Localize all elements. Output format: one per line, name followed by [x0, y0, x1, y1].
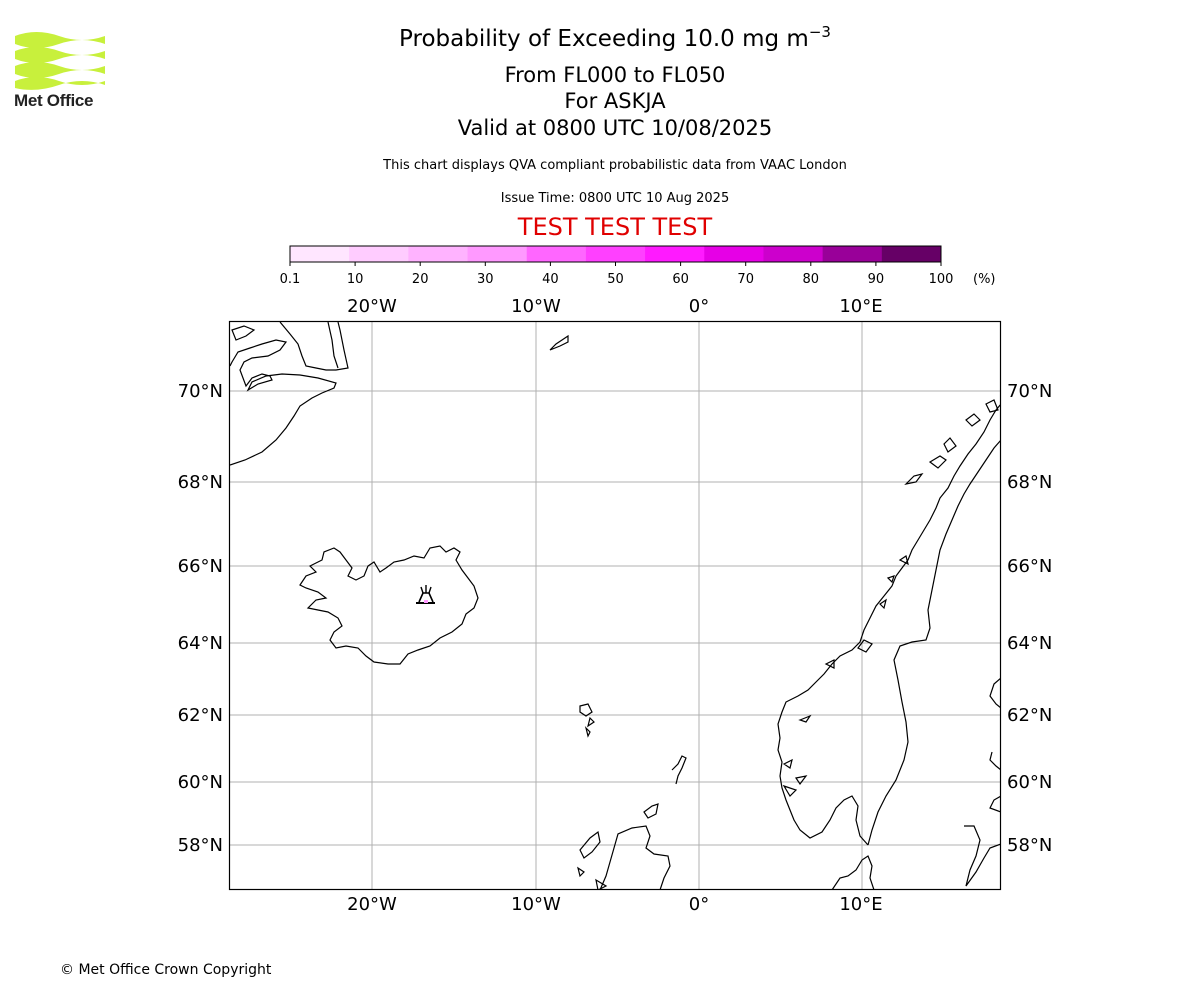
lat-label: 68°N — [1007, 472, 1052, 493]
orkney-coast — [643, 803, 659, 819]
colorbar-tick-label: 60 — [672, 272, 689, 287]
lat-label: 70°N — [1007, 381, 1052, 402]
colorbar-tick-label: 30 — [477, 272, 494, 287]
lon-label: 0° — [689, 296, 709, 317]
lat-label: 64°N — [178, 633, 223, 654]
colorbar-segment — [408, 246, 469, 262]
lon-label: 20°W — [347, 894, 397, 915]
greenland-coast — [230, 339, 337, 466]
issue-time: Issue Time: 0800 UTC 10 Aug 2025 — [500, 191, 730, 206]
lat-label: 58°N — [178, 835, 223, 856]
lat-label: 62°N — [178, 705, 223, 726]
lon-label: 20°W — [347, 296, 397, 317]
valid-time: Valid at 0800 UTC 10/08/2025 — [457, 116, 773, 140]
lon-label: 10°E — [839, 894, 882, 915]
colorbar-segment — [585, 246, 646, 262]
lat-label: 64°N — [1007, 633, 1052, 654]
faroe-coast — [579, 703, 595, 738]
colorbar-tick-label: 10 — [347, 272, 364, 287]
scotland-coast — [599, 825, 671, 890]
shetland-coast — [671, 755, 687, 785]
lat-label: 68°N — [178, 472, 223, 493]
colorbar-segment — [349, 246, 409, 262]
logo-text: Met Office — [14, 91, 94, 110]
colorbar-segment — [645, 246, 705, 262]
chart-description: This chart displays QVA compliant probab… — [383, 158, 847, 173]
lat-labels-left: 70°N 68°N 66°N 64°N 62°N 60°N 58°N — [178, 381, 223, 856]
lon-labels-bottom: 20°W 10°W 0° 10°E — [347, 894, 882, 915]
volcano-icon — [416, 585, 435, 604]
colorbar-tick-label: 90 — [868, 272, 885, 287]
colorbar: 0.1 10 20 30 40 50 60 70 80 90 100 (%) — [280, 245, 996, 287]
met-office-logo-icon — [15, 32, 105, 90]
colorbar-tick-label: 0.1 — [280, 272, 301, 287]
colorbar-segment — [526, 246, 587, 262]
lon-label: 0° — [689, 894, 709, 915]
lat-label: 60°N — [1007, 772, 1052, 793]
colorbar-segment — [881, 246, 942, 262]
colorbar-segment — [704, 246, 764, 262]
volcano-name: For ASKJA — [564, 89, 666, 113]
colorbar-tick-label: 40 — [542, 272, 559, 287]
colorbar-segment — [467, 246, 528, 262]
coastlines — [230, 322, 1001, 890]
colorbar-tick-label: 100 — [929, 272, 954, 287]
colorbar-tick-label: 70 — [737, 272, 754, 287]
chart-title: Probability of Exceeding 10.0 mg m−3 — [399, 23, 831, 52]
graticule — [230, 322, 1000, 890]
test-banner: TEST TEST TEST — [517, 213, 713, 241]
lat-label: 66°N — [1007, 556, 1052, 577]
colorbar-tick-label: 80 — [803, 272, 820, 287]
flight-levels: From FL000 to FL050 — [504, 63, 726, 87]
map-frame — [228, 320, 1002, 891]
lon-label: 10°W — [511, 894, 561, 915]
lat-label: 58°N — [1007, 835, 1052, 856]
jan-mayen-coast — [549, 334, 569, 351]
lat-labels-right: 70°N 68°N 66°N 64°N 62°N 60°N 58°N — [1007, 381, 1052, 856]
lat-label: 66°N — [178, 556, 223, 577]
lon-label: 10°E — [839, 296, 882, 317]
lon-label: 10°W — [511, 296, 561, 317]
colorbar-tick-label: 20 — [412, 272, 429, 287]
colorbar-segment — [290, 246, 350, 262]
colorbar-unit: (%) — [973, 272, 996, 287]
iceland-coast — [299, 545, 479, 665]
norway-coast — [777, 403, 1001, 890]
colorbar-segment — [763, 246, 824, 262]
colorbar-tick-label: 50 — [607, 272, 624, 287]
lon-labels-top: 20°W 10°W 0° 10°E — [347, 296, 882, 317]
lat-label: 60°N — [178, 772, 223, 793]
lat-label: 62°N — [1007, 705, 1052, 726]
copyright-notice: © Met Office Crown Copyright — [60, 962, 272, 978]
colorbar-segment — [822, 246, 883, 262]
lat-label: 70°N — [178, 381, 223, 402]
